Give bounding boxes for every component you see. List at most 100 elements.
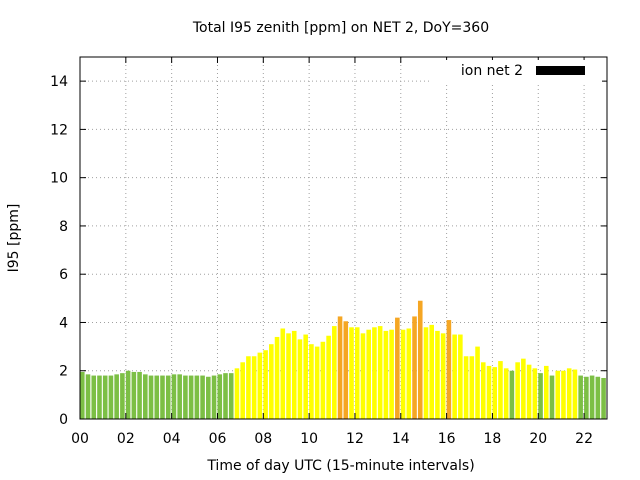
bar	[291, 330, 297, 419]
bar	[269, 344, 274, 419]
bar	[280, 328, 286, 419]
plot-frame	[79, 56, 608, 420]
bar	[314, 346, 320, 419]
bar	[543, 365, 549, 419]
bar	[349, 327, 354, 419]
bar	[234, 368, 240, 419]
x-tick-label: 12	[346, 431, 364, 447]
bar	[194, 375, 200, 419]
x-tick-label: 18	[484, 431, 502, 447]
bar	[309, 344, 314, 419]
x-tick-label: 08	[254, 431, 272, 447]
bar	[475, 346, 480, 419]
bar	[566, 368, 572, 419]
bar	[578, 375, 583, 419]
bar	[228, 373, 234, 419]
bar	[160, 375, 165, 419]
bar	[406, 328, 412, 419]
y-tick-label: 8	[59, 219, 68, 235]
bar	[395, 317, 400, 419]
bar	[400, 329, 406, 419]
bar	[274, 336, 280, 419]
bar	[561, 370, 566, 419]
bar	[148, 375, 154, 419]
bar	[131, 371, 137, 419]
x-tick-label: 16	[438, 431, 456, 447]
x-axis-label: Time of day UTC (15-minute intervals)	[206, 458, 474, 474]
legend: ion net 2	[430, 60, 602, 82]
bar	[97, 375, 102, 419]
bar	[120, 373, 125, 419]
bar	[446, 320, 452, 419]
bars	[80, 300, 606, 419]
bar	[303, 334, 308, 419]
bar	[509, 370, 515, 419]
x-tick-label: 00	[71, 431, 89, 447]
bar	[549, 375, 555, 419]
x-axis: 00 02 04 06 08 10 12 14 16 18 20 22	[71, 57, 593, 447]
bar	[297, 339, 303, 419]
bar	[532, 368, 538, 419]
bar	[108, 375, 114, 419]
bar	[177, 374, 182, 419]
bar	[200, 375, 205, 419]
bar	[526, 364, 532, 419]
bar	[440, 333, 446, 419]
bar	[286, 333, 291, 419]
bar	[217, 374, 223, 419]
x-tick-label: 02	[117, 431, 135, 447]
bar	[354, 327, 360, 419]
bar	[492, 367, 498, 419]
y-axis: 0 2 4 6 8 10 12 14	[50, 74, 607, 428]
bar	[366, 329, 371, 419]
legend-label: ion net 2	[461, 63, 523, 79]
x-tick-label: 06	[209, 431, 227, 447]
bar	[91, 375, 97, 419]
bar	[412, 316, 417, 419]
bar	[452, 334, 457, 419]
legend-swatch	[536, 66, 585, 75]
bar	[102, 375, 108, 419]
bar	[595, 376, 601, 419]
bar	[377, 326, 383, 419]
legend-box	[430, 60, 602, 82]
bar	[486, 365, 492, 419]
x-tick-label: 04	[163, 431, 181, 447]
bar	[423, 327, 429, 419]
y-tick-label: 2	[59, 364, 68, 380]
bar	[515, 362, 520, 419]
bar	[601, 377, 606, 419]
x-tick-label: 22	[575, 431, 593, 447]
bar	[469, 356, 475, 419]
y-tick-label: 10	[50, 171, 68, 187]
bar	[572, 369, 578, 419]
y-tick-label: 12	[50, 122, 68, 138]
bar	[429, 324, 435, 419]
bar	[503, 368, 509, 419]
bar	[240, 362, 245, 419]
bar	[171, 374, 177, 419]
y-tick-label: 4	[59, 315, 68, 331]
bar	[458, 334, 463, 419]
y-tick-label: 6	[59, 267, 68, 283]
bar	[183, 375, 188, 419]
bar	[498, 361, 503, 419]
bar	[85, 374, 91, 419]
bar	[137, 371, 142, 419]
bar	[246, 356, 251, 419]
bar	[435, 330, 440, 419]
bar	[188, 375, 194, 419]
x-tick-label: 14	[392, 431, 410, 447]
grid-lines	[80, 57, 607, 419]
bar	[223, 373, 228, 419]
bar	[326, 335, 331, 419]
bar	[320, 341, 326, 419]
bar	[251, 356, 257, 419]
bar	[332, 326, 337, 419]
y-tick-label: 0	[59, 412, 68, 428]
bar	[555, 370, 561, 419]
bar	[165, 375, 171, 419]
bar	[584, 376, 589, 419]
y-axis-label: I95 [ppm]	[6, 204, 22, 273]
bar	[372, 327, 377, 419]
